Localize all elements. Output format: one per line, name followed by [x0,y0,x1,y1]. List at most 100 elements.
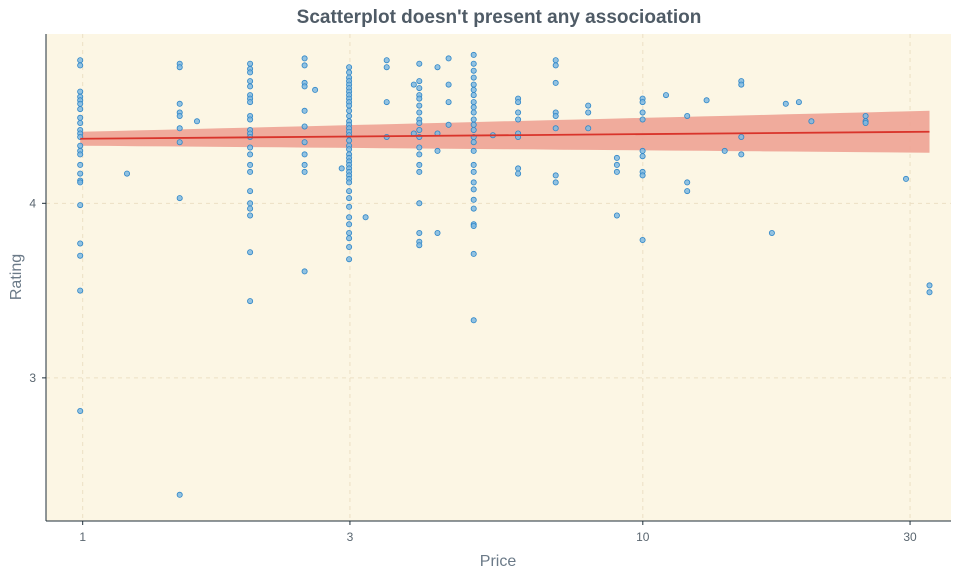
data-point [416,151,423,158]
x-tick-label: 3 [347,530,354,544]
data-point [782,100,789,107]
data-point [470,99,477,106]
data-point [346,203,353,210]
data-point [247,116,254,123]
data-point [552,57,559,64]
data-point [77,252,84,259]
data-point [193,118,200,125]
data-point [470,179,477,186]
data-point [639,109,646,116]
data-point [346,188,353,195]
data-point [585,109,592,116]
data-point [470,161,477,168]
data-point [639,116,646,123]
data-point [416,95,423,102]
data-point [346,214,353,221]
data-point [552,113,559,120]
data-point [862,113,869,120]
data-point [410,81,417,88]
data-point [301,83,308,90]
data-point [416,85,423,92]
data-point [301,55,308,62]
trend-line-group [80,130,930,140]
data-point [247,151,254,158]
data-point [247,298,254,305]
data-point [301,268,308,275]
data-point [684,179,691,186]
data-point [346,243,353,250]
data-point [416,242,423,249]
y-tick-label: 4 [29,196,36,210]
data-point [77,170,84,177]
data-point [77,62,84,69]
x-axis-title: Price [480,553,517,570]
data-point [247,99,254,106]
data-point [445,81,452,88]
data-point [338,165,345,172]
data-point [77,179,84,186]
data-point [77,161,84,168]
data-point [552,179,559,186]
data-point [639,99,646,106]
data-point [434,147,441,154]
data-point [470,86,477,93]
data-point [445,55,452,62]
data-point [346,229,353,236]
data-point [470,250,477,257]
data-point [470,186,477,193]
data-point [470,205,477,212]
data-point [515,165,522,172]
confidence-band-group [80,110,930,153]
data-point [383,64,390,71]
data-point [176,64,183,71]
data-point [434,229,441,236]
data-point [639,172,646,179]
data-point [663,92,670,99]
data-point [176,491,183,498]
data-point [684,113,691,120]
data-point [515,116,522,123]
y-tick-label: 3 [29,371,36,385]
data-point [77,142,84,149]
data-point [301,62,308,69]
data-point [77,106,84,113]
data-point [613,161,620,168]
data-point [346,102,353,109]
chart-title: Scatterplot doesn't present any associoa… [297,7,702,28]
data-point [862,120,869,127]
data-point [613,168,620,175]
data-point [639,147,646,154]
data-point [738,133,745,140]
data-point [416,200,423,207]
data-point [346,221,353,228]
data-point [416,144,423,151]
x-tick-label: 30 [903,530,917,544]
data-point [903,175,910,182]
data-point [247,200,254,207]
data-point [416,102,423,109]
data-point [470,222,477,229]
data-point [176,139,183,146]
data-point [470,127,477,134]
data-point [77,120,84,127]
data-point [383,57,390,64]
data-point [124,170,131,177]
data-point [585,102,592,109]
data-point [247,69,254,76]
data-point [247,83,254,90]
data-point [639,153,646,160]
data-point [247,205,254,212]
data-point [639,236,646,243]
data-point [470,116,477,123]
data-point [552,79,559,86]
x-tick-label: 10 [636,530,650,544]
data-point [613,212,620,219]
data-point [77,287,84,294]
data-point [77,151,84,158]
data-point [416,109,423,116]
data-point [247,168,254,175]
y-axis-title: Rating [8,254,25,300]
data-point [346,235,353,242]
data-point [77,88,84,95]
